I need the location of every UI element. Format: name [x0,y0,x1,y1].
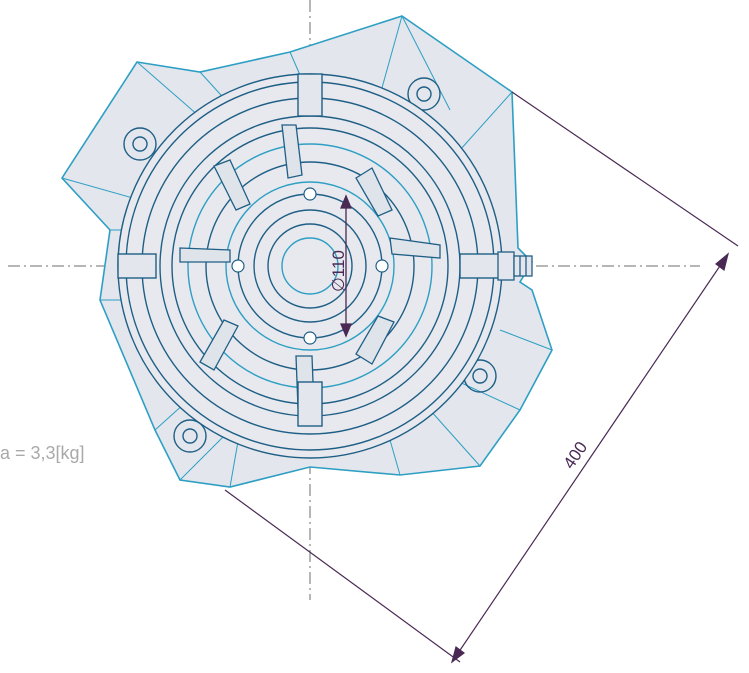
rim-block-bottom [297,381,323,427]
extension-line-bottom [224,489,461,663]
mass-annotation: a = 3,3[kg] [0,443,85,463]
bolt-holes [231,187,389,345]
diameter-dimension [340,194,352,338]
mounting-hole-top-right [407,77,441,111]
mounting-hole-bottom-left [173,419,207,453]
mounting-hole-top-left [123,127,157,161]
rim-block-right [459,253,501,279]
extension-line-top [511,91,739,247]
rim-block-top [297,73,323,117]
rim-block-left [117,253,157,279]
side-fitting [497,251,533,281]
dimension-line [451,253,729,663]
diameter-label: ∅110 [329,250,348,292]
overall-dimension [224,91,739,664]
overall-dimension-label: 400 [560,438,592,472]
rim-blocks [117,73,501,427]
